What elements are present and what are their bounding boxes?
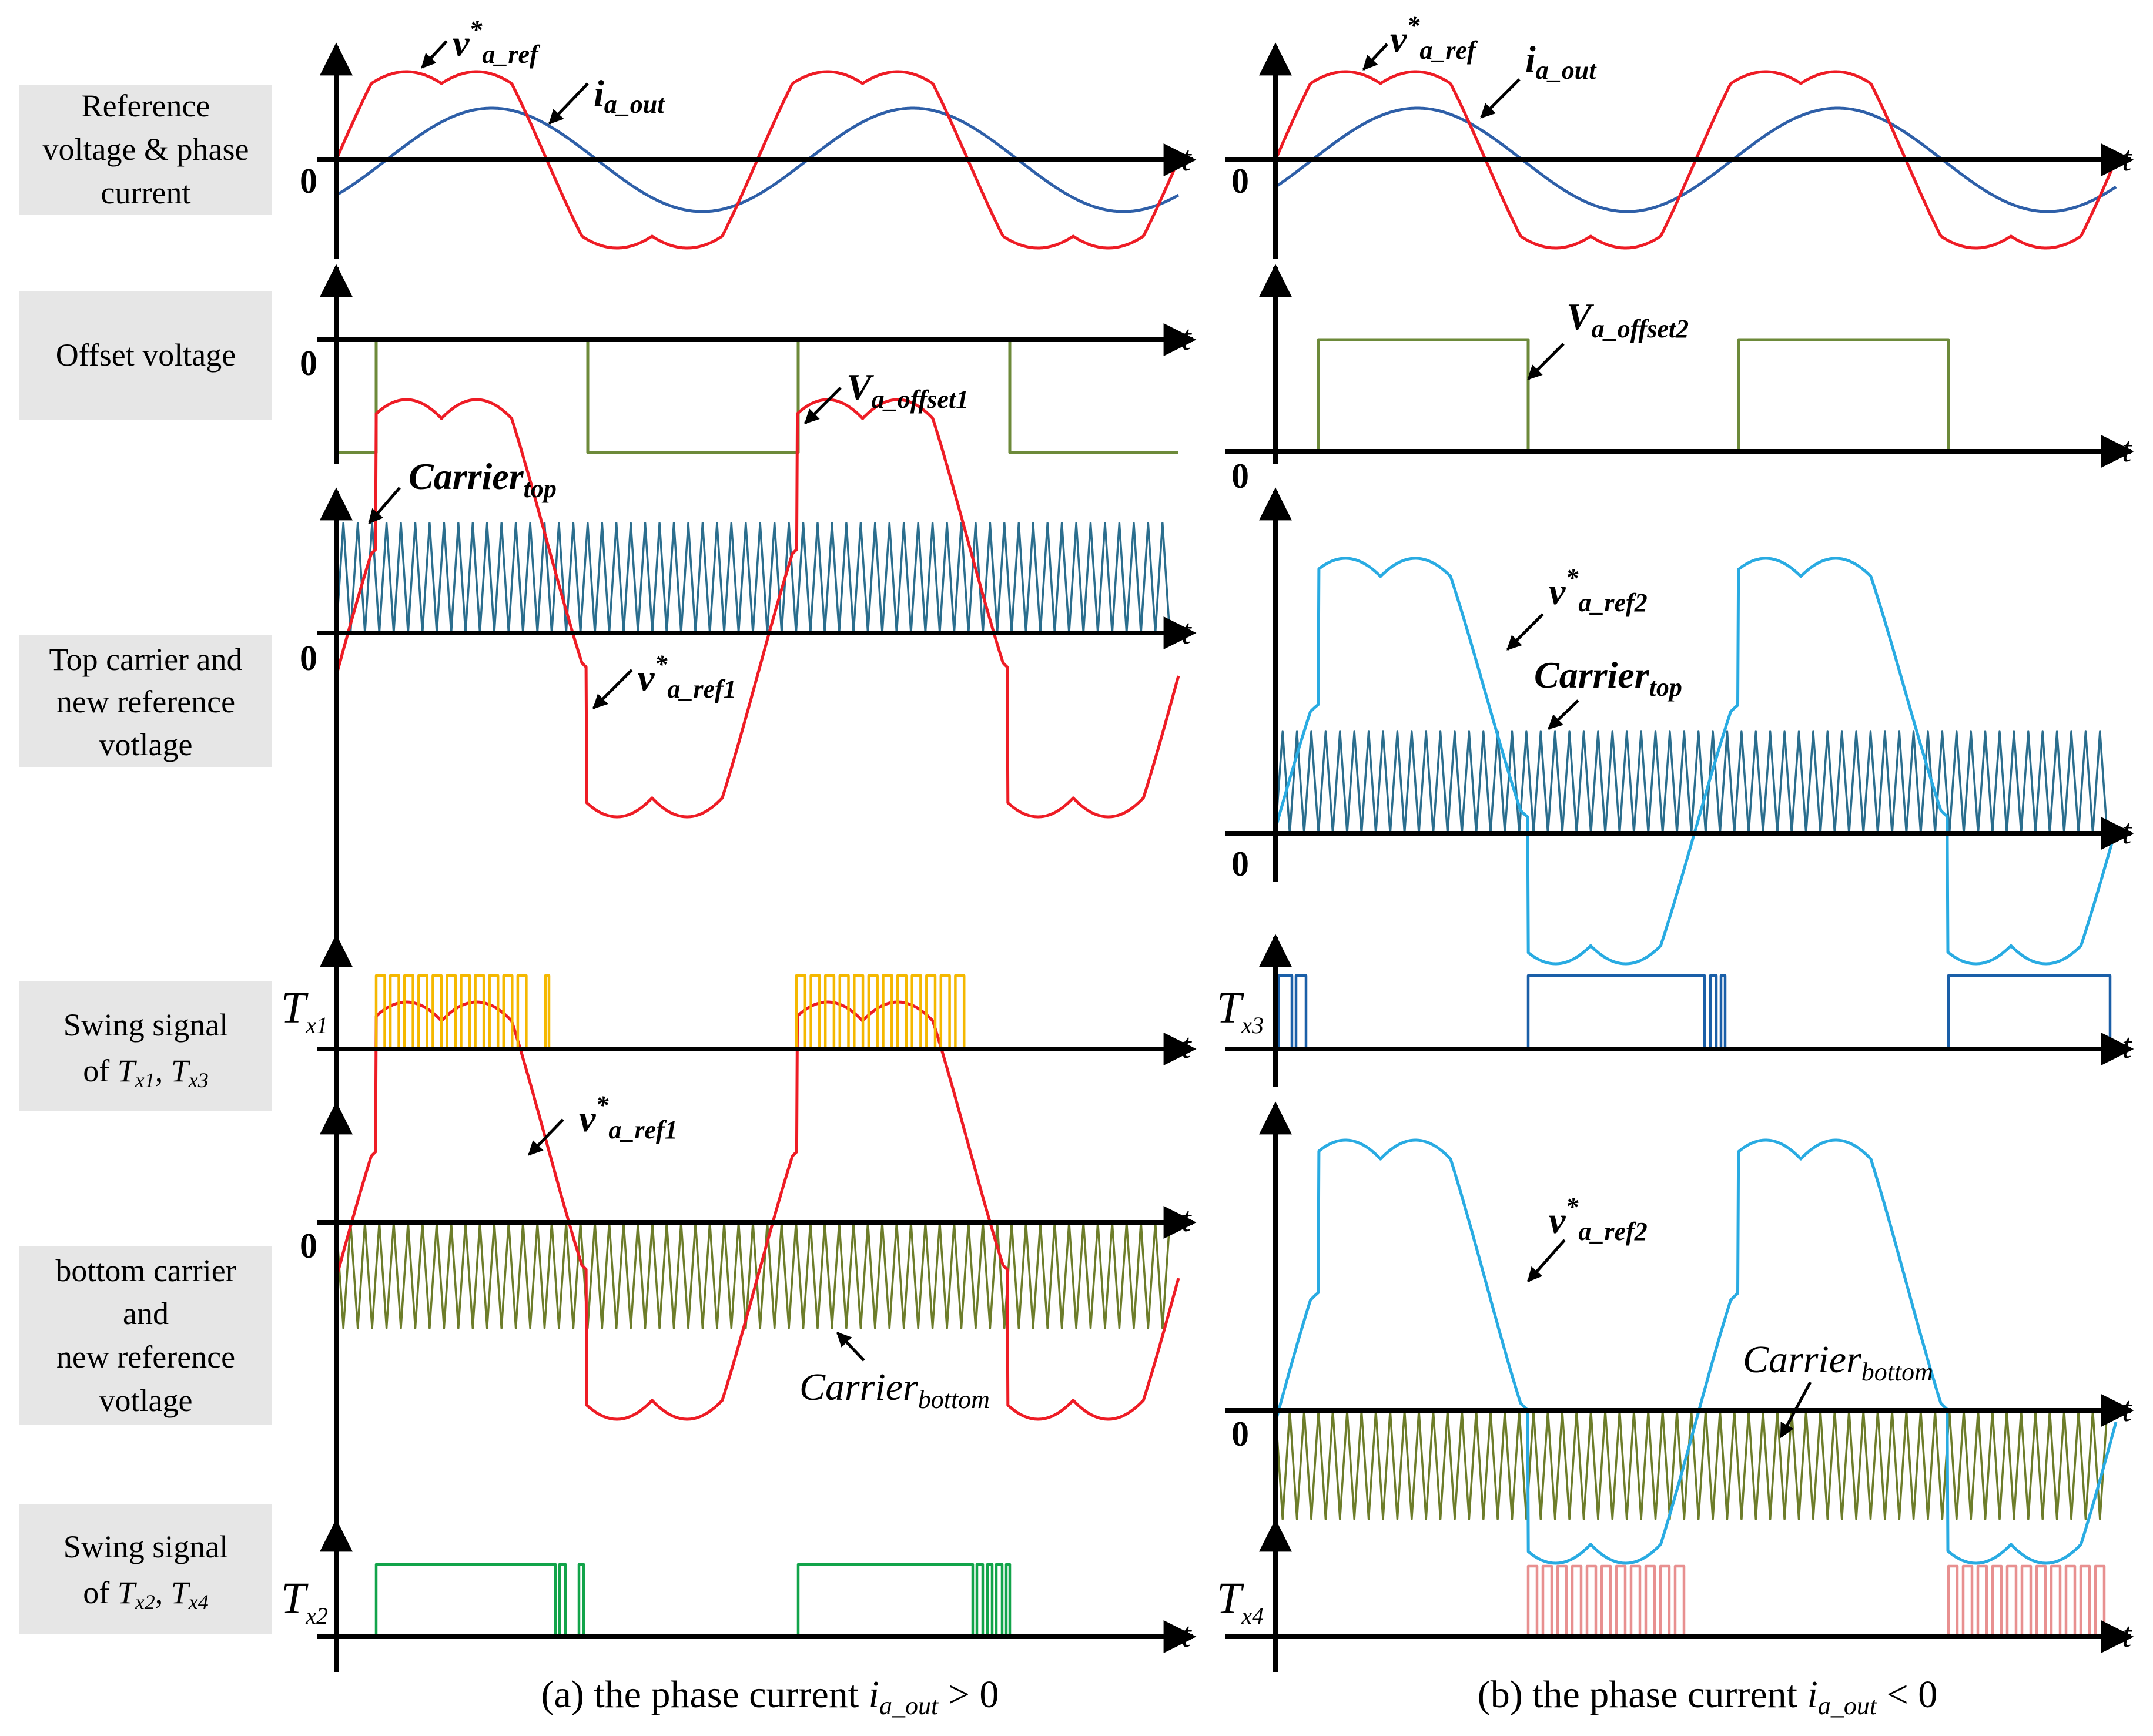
offset-voltage-wave [1275, 338, 2116, 453]
arrow-carrier-top [368, 487, 401, 524]
label-v-a-ref: v*a_ref [1390, 11, 1478, 65]
row-label-2-line-0: Top carrier and [49, 642, 242, 677]
annotations: v*a_ref ia_out v*a_ref ia_out Va_offset1… [281, 11, 1933, 1629]
row-label-4-line-3: votlage [99, 1383, 193, 1418]
t-label: t [1181, 1027, 1192, 1065]
swing-signal-tx4 [1275, 1564, 2116, 1638]
arrow-v-a-ref [1362, 43, 1388, 71]
zero-label: 0 [1231, 162, 1249, 200]
waveforms [334, 70, 2118, 1638]
swing-signal-tx3 [1275, 974, 2112, 1051]
arrow-i-a-out [1480, 78, 1521, 119]
phase-current-wave [335, 106, 1180, 213]
label-tx2: Tx2 [281, 1574, 328, 1629]
t-label: t [2122, 1390, 2132, 1429]
t-label: t [1181, 612, 1192, 651]
arrow-carrier-bottom [836, 1332, 865, 1362]
t-label: t [1181, 139, 1192, 178]
t-label: t [1181, 1200, 1192, 1239]
new-reference-wave [334, 1000, 1180, 1421]
label-box-ref [19, 85, 272, 215]
arrow-v-a-offset2 [1527, 343, 1565, 380]
zero-label: 0 [300, 1226, 317, 1265]
axes [317, 42, 2134, 1672]
arrow-carrier-top [1548, 699, 1579, 730]
row-label-0-line-0: Reference [82, 88, 210, 123]
bottom-carrier-wave [335, 1221, 1171, 1329]
label-carrier-top: Carriertop [408, 455, 557, 503]
row-label-5-line-1: of Tx2, Tx4 [83, 1575, 209, 1614]
t-label: t [2122, 1616, 2132, 1654]
row-label-2-line-1: new reference [56, 684, 235, 719]
label-v-a-offset2: Va_offset2 [1566, 296, 1689, 343]
label-v-a-ref1: v*a_ref1 [579, 1091, 678, 1144]
label-box-offset [19, 291, 272, 420]
row-label-3-line-0: Swing signal [63, 1007, 229, 1043]
arrow-i-a-out [548, 82, 589, 125]
row-label-0-line-1: voltage & phase [43, 132, 249, 167]
label-tx3: Tx3 [1217, 983, 1264, 1038]
row-label-5-line-0: Swing signal [63, 1529, 229, 1564]
caption-a: (a) the phase current ia_out > 0 [541, 1673, 999, 1720]
t-label: t [2122, 1027, 2132, 1065]
label-carrier-bottom: Carrierbottom [1743, 1338, 1933, 1386]
row-labels: Reference voltage & phase current Offset… [19, 85, 272, 1634]
arrow-v-a-ref2 [1527, 1239, 1566, 1282]
row-label-1-line-0: Offset voltage [56, 337, 236, 373]
label-tx1: Tx1 [281, 983, 328, 1038]
zero-label: 0 [300, 162, 317, 200]
label-i-a-out: ia_out [1525, 38, 1597, 85]
arrow-v-a-ref [421, 40, 448, 69]
t-label: t [1181, 1616, 1192, 1654]
zero-label: 0 [1231, 457, 1249, 495]
row-label-4-line-2: new reference [56, 1339, 235, 1375]
new-reference-wave [334, 398, 1180, 819]
row-label-4-line-1: and [123, 1296, 169, 1331]
zero-label: 0 [300, 639, 317, 678]
label-i-a-out: ia_out [594, 72, 665, 119]
top-carrier-wave [1274, 730, 2108, 835]
swing-signal-tx2 [336, 1563, 1178, 1638]
axis-labels: 0 0 0 0 0 0 0 0 t t t t t t t t t t t t [300, 139, 2132, 1654]
swing-signal-tx1 [336, 974, 1178, 1051]
zero-label: 0 [300, 344, 317, 383]
label-v-a-ref: v*a_ref [453, 15, 541, 69]
offset-voltage-wave [336, 338, 1178, 454]
arrow-v-a-ref1 [528, 1118, 564, 1156]
label-box-bottom-carrier [19, 1246, 272, 1425]
t-label: t [2122, 430, 2132, 469]
label-v-a-ref2: v*a_ref2 [1549, 1192, 1648, 1246]
t-label: t [2122, 812, 2132, 851]
bottom-carrier-wave [1274, 1409, 2108, 1520]
t-label: t [2122, 139, 2132, 178]
row-label-0-line-2: current [101, 175, 191, 210]
label-box-swing-tx1 [19, 981, 272, 1111]
arrow-v-a-ref2 [1506, 613, 1544, 651]
new-reference-wave [1274, 1138, 2118, 1565]
t-label: t [1181, 319, 1192, 357]
label-box-top-carrier [19, 635, 272, 767]
captions: (a) the phase current ia_out > 0 (b) the… [541, 1673, 1938, 1720]
row-label-2-line-2: votlage [99, 727, 193, 762]
arrow-v-a-ref1 [592, 669, 633, 709]
caption-b: (b) the phase current ia_out < 0 [1478, 1673, 1938, 1720]
label-v-a-ref1: v*a_ref1 [638, 650, 736, 703]
label-tx4: Tx4 [1217, 1574, 1264, 1629]
top-carrier-wave [335, 522, 1171, 634]
row-label-3-line-1: of Tx1, Tx3 [83, 1053, 209, 1092]
label-carrier-top: Carriertop [1534, 654, 1682, 702]
zero-label: 0 [1231, 1415, 1249, 1453]
row-label-4-line-0: bottom carrier [55, 1253, 236, 1288]
arrow-v-a-offset1 [804, 387, 842, 424]
new-reference-wave [1274, 557, 2118, 966]
phase-current-wave [1274, 106, 2117, 213]
label-v-a-ref2: v*a_ref2 [1549, 564, 1648, 617]
label-box-swing-tx2 [19, 1504, 272, 1634]
label-v-a-offset1: Va_offset1 [846, 366, 969, 414]
zero-label: 0 [1231, 844, 1249, 883]
label-carrier-bottom: Carrierbottom [799, 1366, 990, 1414]
arrow-carrier-bottom [1779, 1381, 1812, 1439]
